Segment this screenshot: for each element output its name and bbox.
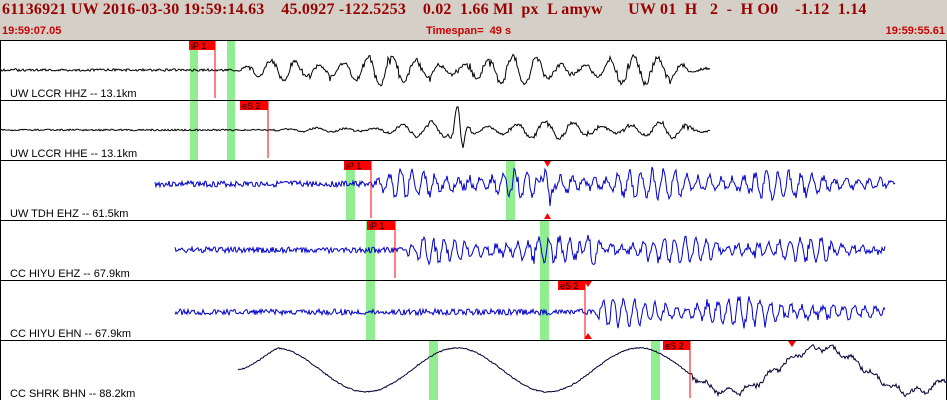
trace-frame bbox=[0, 340, 947, 400]
pick-label: eS 2 bbox=[560, 281, 579, 291]
trace-frame bbox=[0, 280, 947, 341]
pick-window bbox=[190, 41, 198, 100]
trace-panel[interactable]: eS 2 CC HIYU EHN -- 67.9km bbox=[0, 280, 947, 341]
start-time: 19:59:07.05 bbox=[2, 25, 62, 37]
event-summary-title: 61136921 UW 2016-03-30 19:59:14.63 45.09… bbox=[2, 1, 867, 18]
pick-window bbox=[429, 341, 438, 400]
pick-flag[interactable] bbox=[344, 161, 371, 170]
waveform-trace bbox=[174, 234, 886, 266]
trace-panel[interactable]: iP 1 UW LCCR HHZ -- 13.1km bbox=[0, 40, 947, 101]
pick-flag[interactable] bbox=[240, 101, 268, 110]
waveform-trace bbox=[154, 166, 896, 207]
waveform-trace bbox=[0, 106, 711, 148]
waveform-trace bbox=[174, 296, 886, 329]
waveform-trace bbox=[237, 344, 947, 398]
trace-label: UW TDH EHZ -- 61.5km bbox=[10, 208, 128, 220]
pick-flag[interactable] bbox=[663, 341, 690, 350]
pick-flag[interactable] bbox=[189, 41, 215, 50]
pick-window bbox=[651, 341, 660, 400]
pick-flag[interactable] bbox=[367, 221, 395, 230]
trace-label: CC HIYU EHZ -- 67.9km bbox=[10, 268, 130, 280]
pick-flag[interactable] bbox=[558, 281, 585, 290]
pick-marker[interactable] bbox=[544, 161, 551, 167]
trace-label: UW LCCR HHE -- 13.1km bbox=[10, 148, 137, 160]
pick-label: eS 2 bbox=[242, 101, 261, 111]
trace-panel[interactable]: eS 2 UW LCCR HHE -- 13.1km bbox=[0, 100, 947, 161]
timespan-readout: Timespan= 49 s bbox=[426, 25, 512, 37]
end-time: 19:59:55.61 bbox=[885, 25, 945, 37]
pick-label: iP 1 bbox=[191, 41, 206, 51]
header-bar: 61136921 UW 2016-03-30 19:59:14.63 45.09… bbox=[0, 0, 947, 40]
trace-label: CC SHRK BHN -- 88.2km bbox=[10, 388, 135, 400]
pick-marker[interactable] bbox=[544, 213, 551, 219]
waveform-trace bbox=[0, 53, 711, 87]
pick-window bbox=[190, 101, 198, 160]
trace-label: UW LCCR HHZ -- 13.1km bbox=[10, 88, 137, 100]
pick-window bbox=[227, 41, 235, 100]
pick-marker[interactable] bbox=[584, 333, 592, 339]
trace-label: CC HIYU EHN -- 67.9km bbox=[10, 328, 131, 340]
trace-panel[interactable]: iP 1 CC HIYU EHZ -- 67.9km bbox=[0, 220, 947, 281]
pick-label: iP 1 bbox=[346, 161, 361, 171]
pick-marker[interactable] bbox=[788, 341, 796, 347]
pick-label: eS 2 bbox=[665, 341, 684, 351]
pick-marker[interactable] bbox=[584, 281, 592, 287]
pick-window bbox=[366, 281, 375, 340]
pick-window bbox=[346, 161, 355, 220]
trace-panel[interactable]: eS 2 CC SHRK BHN -- 88.2km bbox=[0, 340, 947, 400]
pick-label: iP 1 bbox=[369, 221, 384, 231]
pick-window bbox=[540, 221, 549, 280]
trace-panel[interactable]: iP 1 UW TDH EHZ -- 61.5km bbox=[0, 160, 947, 221]
pick-window bbox=[366, 221, 375, 280]
waveform-panel[interactable]: iP 1 UW LCCR HHZ -- 13.1km eS 2 UW LCCR … bbox=[0, 40, 947, 400]
